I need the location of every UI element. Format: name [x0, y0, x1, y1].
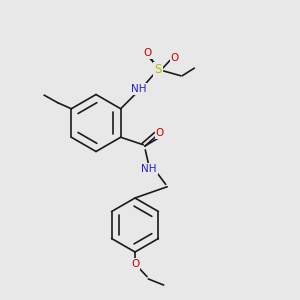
Text: NH: NH: [141, 164, 157, 174]
Text: S: S: [154, 63, 162, 76]
Text: NH: NH: [131, 84, 146, 94]
Text: O: O: [156, 128, 164, 138]
Text: O: O: [144, 48, 152, 58]
Text: O: O: [131, 259, 139, 269]
Text: O: O: [171, 53, 179, 63]
